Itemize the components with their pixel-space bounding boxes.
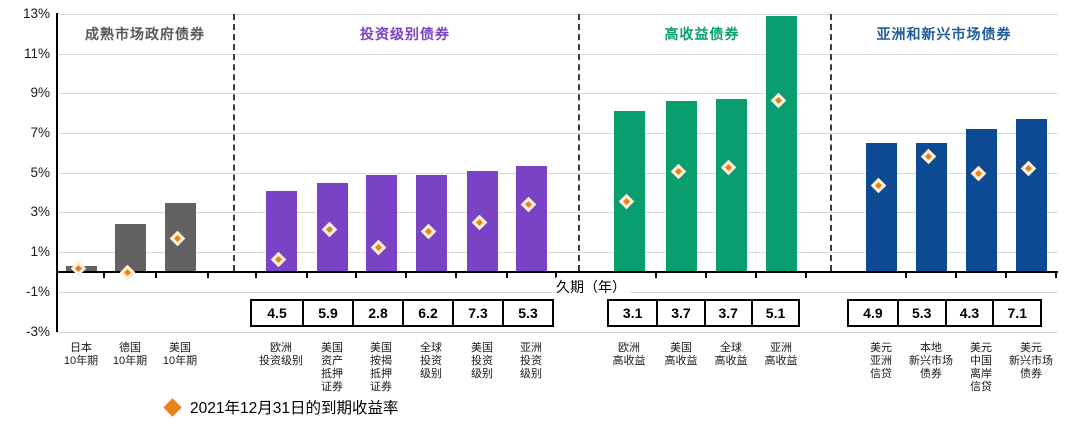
x-axis-tick <box>1005 273 1007 278</box>
section-separator-line <box>830 14 832 271</box>
duration-value: 4.5 <box>267 305 287 321</box>
x-axis-tick <box>207 273 209 278</box>
section-title: 成熟市场政府债券 <box>85 26 205 42</box>
bar <box>1015 119 1047 271</box>
bar <box>965 129 997 271</box>
x-axis-tick <box>306 273 308 278</box>
duration-value: 7.1 <box>992 301 1040 325</box>
bar <box>765 16 797 271</box>
legend-label: 2021年12月31日的到期收益率 <box>190 400 399 417</box>
x-axis-category-label: 亚洲 投资 级别 <box>520 342 542 380</box>
x-axis-category-label: 全球 投资 级别 <box>420 342 442 380</box>
gridline <box>57 14 1058 16</box>
x-axis-tick <box>955 273 957 278</box>
x-axis-category-label: 日本 10年期 <box>63 342 99 367</box>
x-axis-tick <box>455 273 457 278</box>
duration-value-table: 3.1 3.7 3.7 5.1 <box>607 299 801 327</box>
bar <box>515 165 547 271</box>
x-axis-category-label: 美国 高收益 <box>664 342 698 367</box>
y-axis-tick-label: 3% <box>30 204 50 220</box>
section-separator-line <box>233 14 235 271</box>
gridline <box>57 172 1058 174</box>
x-axis-category-label: 本地 新兴市场 债券 <box>909 342 953 380</box>
x-axis-tick <box>655 273 657 278</box>
x-axis-tick <box>255 273 257 278</box>
x-axis-category-label: 美国 资产 抵押 证券 <box>321 342 343 393</box>
bar <box>415 174 447 271</box>
x-axis-tick <box>755 273 757 278</box>
x-axis-tick <box>405 273 407 278</box>
y-axis-tick-label: 13% <box>22 6 50 22</box>
x-axis-category-label: 亚洲 高收益 <box>764 342 798 367</box>
bar <box>715 99 747 271</box>
x-axis-category-label: 欧洲 高收益 <box>612 342 646 367</box>
x-axis-tick <box>155 273 157 278</box>
bar <box>365 174 397 271</box>
gridline <box>57 133 1058 135</box>
x-axis-tick <box>506 273 508 278</box>
duration-value-table: 4.9 5.3 4.3 7.1 <box>847 299 1043 327</box>
duration-value: 7.3 <box>452 301 502 325</box>
x-axis-tick <box>555 273 557 278</box>
y-axis-tick-label: 9% <box>30 85 50 101</box>
section-title: 亚洲和新兴市场债券 <box>876 26 1012 42</box>
duration-value: 3.1 <box>622 305 643 321</box>
duration-value: 5.1 <box>750 301 798 325</box>
gridline <box>57 252 1058 254</box>
y-axis-line <box>55 13 58 332</box>
duration-value: 2.8 <box>352 301 402 325</box>
bar <box>865 143 897 271</box>
x-axis-category-label: 全球 高收益 <box>714 342 748 367</box>
x-axis-tick <box>905 273 907 278</box>
y-axis-tick-label: 11% <box>23 45 50 61</box>
x-axis-category-label: 美国 10年期 <box>162 342 198 367</box>
y-axis-tick-label: -1% <box>25 283 50 299</box>
x-axis-category-label: 美国 投资 级别 <box>471 342 493 380</box>
x-axis-category-label: 美元 新兴市场 债券 <box>1009 342 1053 380</box>
y-axis-tick-label: -3% <box>25 323 50 339</box>
section-title: 高收益债券 <box>664 26 740 42</box>
x-axis-tick <box>1055 273 1057 278</box>
duration-value: 3.7 <box>656 301 703 325</box>
diamond-marker <box>70 260 86 276</box>
duration-value: 4.3 <box>944 301 993 325</box>
bar <box>613 111 645 271</box>
gridline <box>57 331 1058 333</box>
legend-diamond-icon <box>163 397 182 417</box>
duration-value: 6.2 <box>402 301 452 325</box>
x-axis-tick <box>103 273 105 278</box>
duration-value: 5.3 <box>896 301 945 325</box>
bar <box>915 143 947 271</box>
section-separator-line <box>578 14 580 271</box>
y-axis-tick-label: 5% <box>30 164 50 180</box>
duration-value-table: 4.5 5.9 2.8 6.2 7.3 5.3 <box>250 299 554 327</box>
duration-value: 4.9 <box>863 305 883 321</box>
gridline <box>57 212 1058 214</box>
gridline <box>57 93 1058 95</box>
gridline <box>57 53 1058 55</box>
x-axis-tick <box>355 273 357 278</box>
duration-value: 5.9 <box>302 301 352 325</box>
x-axis-line <box>55 270 1058 273</box>
x-axis-category-label: 德国 10年期 <box>112 342 148 367</box>
x-axis-tick <box>705 273 707 278</box>
x-axis-category-label: 美元 中国 离岸 信贷 <box>970 342 992 393</box>
x-axis-category-label: 欧洲 投资级别 <box>259 342 303 367</box>
x-axis-tick <box>805 273 807 278</box>
duration-axis-label: 久期（年） <box>556 277 630 297</box>
duration-value: 3.7 <box>703 301 751 325</box>
bar <box>665 101 697 271</box>
y-axis-tick-label: 7% <box>30 125 50 141</box>
y-axis-tick-label: 1% <box>30 244 50 260</box>
x-axis-category-label: 美国 按揭 抵押 证券 <box>370 342 392 393</box>
legend: 2021年12月31日的到期收益率 <box>163 396 398 418</box>
bar <box>114 224 146 271</box>
section-title: 投资级别债券 <box>360 26 450 42</box>
duration-value: 5.3 <box>502 301 552 325</box>
x-axis-category-label: 美元 亚洲 信贷 <box>870 342 892 380</box>
